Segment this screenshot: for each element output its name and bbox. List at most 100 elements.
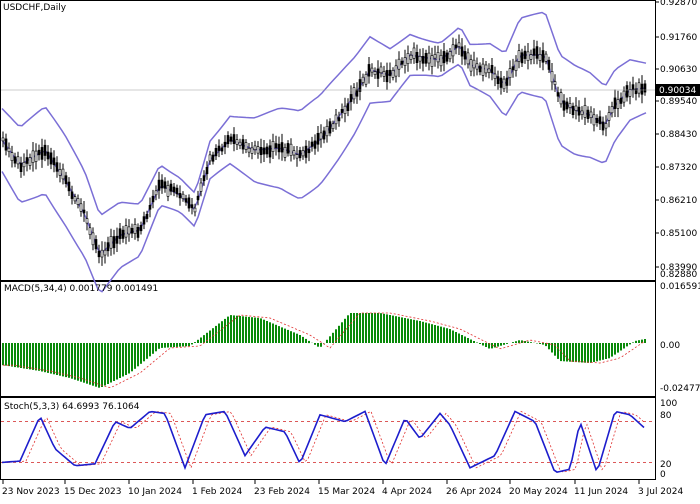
price-tick-label: 0.91760 <box>660 33 697 43</box>
candle-body <box>2 138 4 141</box>
macd-bar <box>446 328 448 343</box>
macd-bar <box>602 343 604 360</box>
macd-bar <box>383 314 385 343</box>
candle-body <box>407 53 409 63</box>
macd-bar <box>443 327 445 343</box>
macd-bar <box>56 343 58 375</box>
candle-body <box>638 83 640 93</box>
macd-tick-label: 0.00 <box>660 341 680 351</box>
macd-bar <box>632 342 634 343</box>
macd-bar <box>386 314 388 343</box>
candle-body <box>332 124 334 129</box>
candle-body <box>5 139 7 150</box>
macd-bar <box>314 343 316 345</box>
candle-body <box>257 147 259 153</box>
candle-body <box>440 55 442 66</box>
macd-bar <box>125 343 127 375</box>
candle-body <box>170 184 172 191</box>
candle-body <box>512 67 514 70</box>
macd-bar <box>221 321 223 343</box>
macd-bar <box>188 343 190 346</box>
macd-bar <box>467 338 469 343</box>
macd-bar <box>341 322 343 343</box>
candle-body <box>614 98 616 109</box>
macd-bar <box>11 343 13 367</box>
candle-body <box>35 151 37 161</box>
macd-bar <box>560 343 562 361</box>
stoch-title: Stoch(5,3,3) 64.6993 76.1064 <box>4 402 140 412</box>
macd-bar <box>194 342 196 343</box>
candle-body <box>593 115 595 125</box>
macd-bar <box>569 343 571 362</box>
macd-bar <box>215 326 217 343</box>
macd-bar <box>248 317 250 343</box>
macd-bar <box>218 324 220 344</box>
price-tick-label: 0.86210 <box>660 196 697 206</box>
macd-bar <box>155 343 157 351</box>
candle-body <box>491 65 493 73</box>
macd-bar <box>539 343 541 344</box>
candle-body <box>47 152 49 159</box>
candle-body <box>587 110 589 119</box>
candle-body <box>554 82 556 85</box>
macd-bar <box>134 343 136 369</box>
candle-body <box>389 70 391 75</box>
candle-body <box>80 204 82 212</box>
macd-bar <box>395 316 397 343</box>
macd-bar <box>623 343 625 349</box>
macd-bar <box>434 325 436 343</box>
candle-body <box>383 72 385 77</box>
candle-body <box>434 54 436 58</box>
macd-bar <box>137 343 139 366</box>
candle-body <box>539 54 541 60</box>
candle-body <box>488 69 490 73</box>
candle-body <box>164 182 166 189</box>
macd-bar <box>479 343 481 344</box>
macd-bar <box>419 321 421 343</box>
candle-body <box>86 219 88 224</box>
candle-body <box>506 78 508 86</box>
candle-body <box>563 101 565 111</box>
macd-bar <box>35 343 37 370</box>
macd-bar <box>5 343 7 366</box>
candle-body <box>524 51 526 59</box>
macd-bar <box>608 343 610 358</box>
macd-bar <box>392 316 394 343</box>
symbol-title: USDCHF,Daily <box>3 3 67 13</box>
time-tick-label: 15 Mar 2024 <box>318 487 375 497</box>
macd-bar <box>629 343 631 344</box>
macd-bar <box>197 340 199 343</box>
stoch-main-line <box>2 411 644 472</box>
macd-bar <box>407 319 409 343</box>
macd-bar <box>458 334 460 344</box>
macd-bar <box>284 329 286 343</box>
macd-bar <box>164 343 166 348</box>
candle-body <box>137 227 139 237</box>
candle-body <box>431 56 433 67</box>
candle-body <box>107 243 109 251</box>
price-tick-label: 0.89540 <box>660 97 697 107</box>
candle-body <box>89 228 91 235</box>
candle-body <box>8 148 10 152</box>
candle-body <box>620 98 622 103</box>
candle-body <box>209 155 211 161</box>
candle-body <box>302 151 304 156</box>
macd-bar <box>62 343 64 376</box>
macd-bar <box>293 332 295 343</box>
candle-body <box>68 182 70 191</box>
candle-body <box>404 58 406 66</box>
candle-body <box>119 229 121 239</box>
candle-body <box>521 53 523 63</box>
candle-body <box>287 143 289 153</box>
macd-bar <box>224 319 226 343</box>
macd-title: MACD(5,34,4) 0.001779 0.001491 <box>4 284 158 294</box>
macd-bar <box>422 322 424 343</box>
candle-body <box>248 148 250 152</box>
macd-bar <box>482 343 484 346</box>
candle-body <box>323 131 325 139</box>
candle-body <box>278 144 280 152</box>
candle-body <box>185 199 187 203</box>
candle-body <box>557 93 559 97</box>
candle-body <box>515 61 517 71</box>
candle-body <box>101 250 103 257</box>
